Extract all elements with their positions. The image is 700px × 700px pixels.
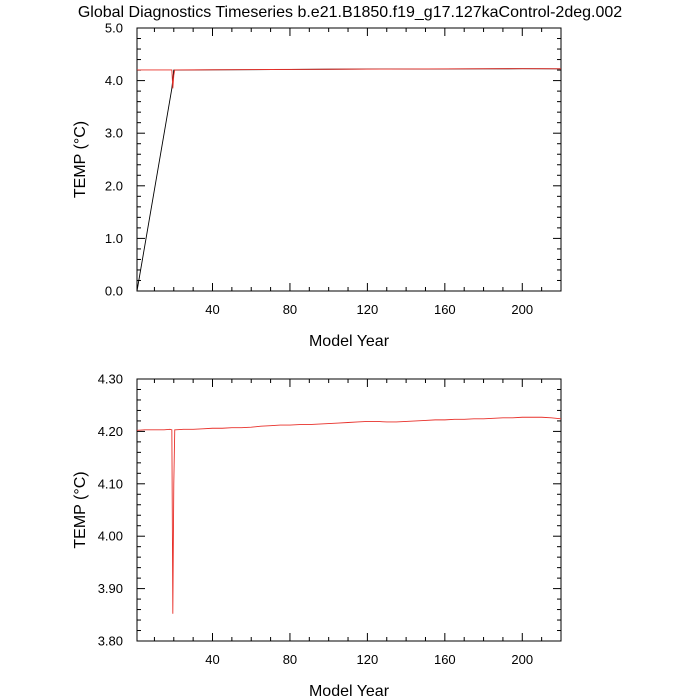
x-axis-label: Model Year [309, 683, 390, 700]
y-tick-label: 4.0 [105, 73, 123, 88]
x-tick-label: 40 [205, 652, 219, 667]
y-axis-label: TEMP (°C) [72, 471, 89, 548]
y-tick-label: 4.30 [98, 372, 123, 387]
x-tick-label: 120 [357, 302, 379, 317]
x-tick-label: 200 [511, 302, 533, 317]
y-tick-label: 3.0 [105, 126, 123, 141]
plot-frame [136, 378, 562, 642]
bottom-panel: 40 80 120 160 200 3.80 3.90 4.00 4.10 4.20 4.30 Mod… [72, 372, 562, 700]
x-tick-label: 120 [357, 652, 379, 667]
x-tick-label: 160 [434, 652, 456, 667]
y-tick-label: 3.90 [98, 581, 123, 596]
x-axis-label: Model Year [309, 333, 390, 350]
y-tick-label: 4.00 [98, 529, 123, 544]
y-tick-label: 5.0 [105, 21, 123, 36]
series-line-1 [137, 416, 561, 614]
y-tick-label: 4.10 [98, 476, 123, 491]
x-tick-label: 80 [283, 302, 297, 317]
series-line-2 [137, 68, 561, 89]
x-tick-label: 200 [511, 652, 533, 667]
chart-title: Global Diagnostics Timeseries b.e21.B185… [78, 4, 622, 21]
y-axis-label: TEMP (°C) [72, 121, 89, 198]
y-tick-label: 1.0 [105, 231, 123, 246]
series-line-1 [137, 68, 561, 291]
y-tick-label: 0.0 [105, 284, 123, 299]
y-tick-label: 4.20 [98, 424, 123, 439]
top-panel: 40 80 120 160 200 0.0 1.0 2.0 3.0 4.0 5.0 Model Yea… [72, 21, 562, 350]
x-tick-label: 160 [434, 302, 456, 317]
plot-frame [136, 27, 562, 292]
x-tick-label: 80 [283, 652, 297, 667]
y-tick-label: 3.80 [98, 634, 123, 649]
x-tick-label: 40 [205, 302, 219, 317]
y-tick-label: 2.0 [105, 178, 123, 193]
